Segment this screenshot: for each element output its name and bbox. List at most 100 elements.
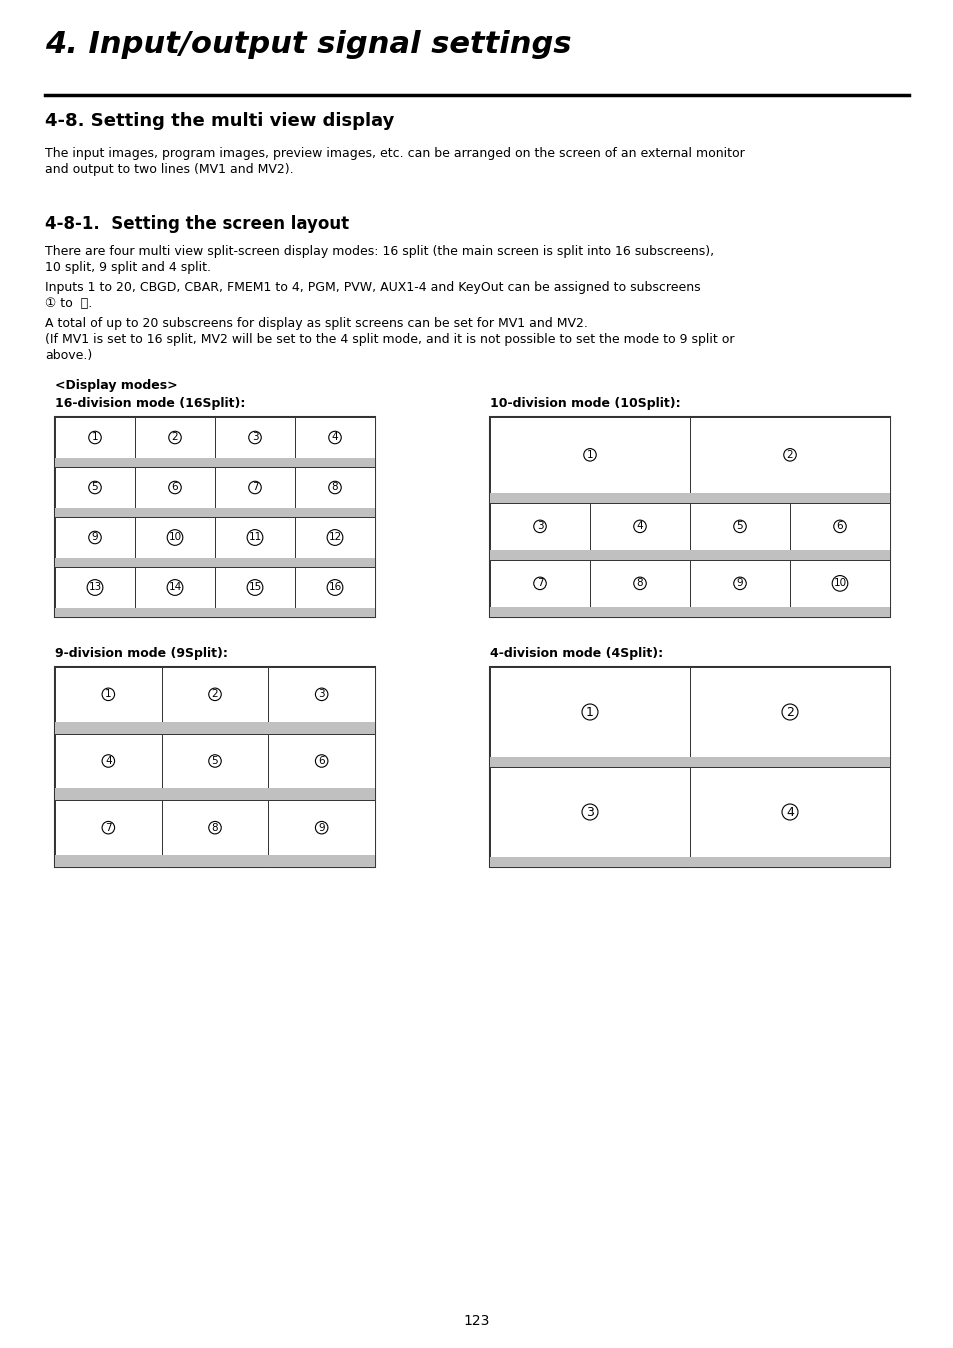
Bar xyxy=(689,492,889,503)
Bar xyxy=(55,667,161,733)
Text: 2: 2 xyxy=(785,705,793,718)
Bar xyxy=(268,721,375,733)
Bar xyxy=(789,550,889,559)
Bar xyxy=(294,568,375,617)
Text: (If MV1 is set to 16 split, MV2 will be set to the 4 split mode, and it is not p: (If MV1 is set to 16 split, MV2 will be … xyxy=(45,333,734,346)
Text: and output to two lines (MV1 and MV2).: and output to two lines (MV1 and MV2). xyxy=(45,163,294,177)
Text: 5: 5 xyxy=(736,522,742,531)
Bar xyxy=(689,857,889,867)
Bar xyxy=(789,607,889,617)
Bar xyxy=(490,503,589,559)
Text: 8: 8 xyxy=(636,578,642,588)
Bar xyxy=(689,667,889,767)
Bar xyxy=(55,508,135,518)
Bar xyxy=(294,518,375,568)
Bar xyxy=(135,466,214,518)
Bar xyxy=(689,417,889,503)
Bar xyxy=(789,503,889,559)
Bar xyxy=(55,801,161,867)
Text: 4: 4 xyxy=(636,522,642,531)
Text: There are four multi view split-screen display modes: 16 split (the main screen : There are four multi view split-screen d… xyxy=(45,245,714,257)
Text: 7: 7 xyxy=(105,822,112,833)
Text: 10: 10 xyxy=(833,578,845,588)
Text: 3: 3 xyxy=(318,689,325,700)
Bar xyxy=(268,801,375,867)
Bar xyxy=(490,758,689,767)
Bar xyxy=(55,855,161,867)
Text: 7: 7 xyxy=(537,578,543,588)
Bar xyxy=(490,857,689,867)
Bar xyxy=(55,458,135,466)
Bar xyxy=(55,733,161,801)
Bar xyxy=(789,559,889,617)
Bar xyxy=(161,855,268,867)
Text: 5: 5 xyxy=(212,756,218,766)
Bar xyxy=(490,667,889,867)
Text: 1: 1 xyxy=(91,433,98,442)
Bar xyxy=(589,559,689,617)
Text: 2: 2 xyxy=(212,689,218,700)
Bar xyxy=(689,758,889,767)
Text: 4-division mode (4Split):: 4-division mode (4Split): xyxy=(490,647,662,661)
Bar xyxy=(268,733,375,801)
Bar xyxy=(490,667,689,767)
Text: 4. Input/output signal settings: 4. Input/output signal settings xyxy=(45,30,571,59)
Bar xyxy=(135,568,214,617)
Bar xyxy=(214,558,294,568)
Text: 10-division mode (10Split):: 10-division mode (10Split): xyxy=(490,398,679,410)
Bar xyxy=(490,417,889,617)
Text: 3: 3 xyxy=(252,433,258,442)
Bar xyxy=(135,417,214,466)
Text: 5: 5 xyxy=(91,483,98,492)
Bar xyxy=(294,608,375,617)
Bar xyxy=(490,767,689,867)
Text: 2: 2 xyxy=(172,433,178,442)
Text: 6: 6 xyxy=(318,756,325,766)
Bar xyxy=(294,466,375,518)
Bar xyxy=(135,518,214,568)
Text: Inputs 1 to 20, CBGD, CBAR, FMEM1 to 4, PGM, PVW, AUX1-4 and KeyOut can be assig: Inputs 1 to 20, CBGD, CBAR, FMEM1 to 4, … xyxy=(45,280,700,294)
Bar xyxy=(589,607,689,617)
Text: 11: 11 xyxy=(248,532,261,542)
Text: 9: 9 xyxy=(318,822,325,833)
Text: 123: 123 xyxy=(463,1314,490,1328)
Bar xyxy=(55,558,135,568)
Text: A total of up to 20 subscreens for display as split screens can be set for MV1 a: A total of up to 20 subscreens for displ… xyxy=(45,317,587,330)
Bar xyxy=(161,667,268,733)
Bar xyxy=(214,458,294,466)
Bar xyxy=(689,607,789,617)
Bar xyxy=(161,789,268,801)
Text: 4: 4 xyxy=(332,433,338,442)
Bar xyxy=(214,417,294,466)
Text: 15: 15 xyxy=(248,582,261,593)
Bar xyxy=(294,458,375,466)
Text: 16-division mode (16Split):: 16-division mode (16Split): xyxy=(55,398,245,410)
Text: 3: 3 xyxy=(585,806,594,818)
Bar xyxy=(135,608,214,617)
Bar xyxy=(55,466,135,518)
Text: <Display modes>: <Display modes> xyxy=(55,379,177,392)
Text: 9-division mode (9Split):: 9-division mode (9Split): xyxy=(55,647,228,661)
Bar xyxy=(161,733,268,801)
Bar xyxy=(268,667,375,733)
Text: 13: 13 xyxy=(89,582,102,593)
Text: 10 split, 9 split and 4 split.: 10 split, 9 split and 4 split. xyxy=(45,262,211,274)
Bar xyxy=(55,789,161,801)
Text: 14: 14 xyxy=(168,582,181,593)
Text: 9: 9 xyxy=(736,578,742,588)
Text: above.): above.) xyxy=(45,349,92,363)
Text: The input images, program images, preview images, etc. can be arranged on the sc: The input images, program images, previe… xyxy=(45,147,744,160)
Bar xyxy=(268,789,375,801)
Bar xyxy=(268,855,375,867)
Text: 6: 6 xyxy=(836,522,842,531)
Text: 12: 12 xyxy=(328,532,341,542)
Text: ① to  ⑰.: ① to ⑰. xyxy=(45,297,92,310)
Bar xyxy=(689,503,789,559)
Bar xyxy=(589,550,689,559)
Text: 16: 16 xyxy=(328,582,341,593)
Bar xyxy=(490,417,689,503)
Text: 3: 3 xyxy=(537,522,543,531)
Text: 8: 8 xyxy=(332,483,338,492)
Bar xyxy=(161,721,268,733)
Bar xyxy=(294,417,375,466)
